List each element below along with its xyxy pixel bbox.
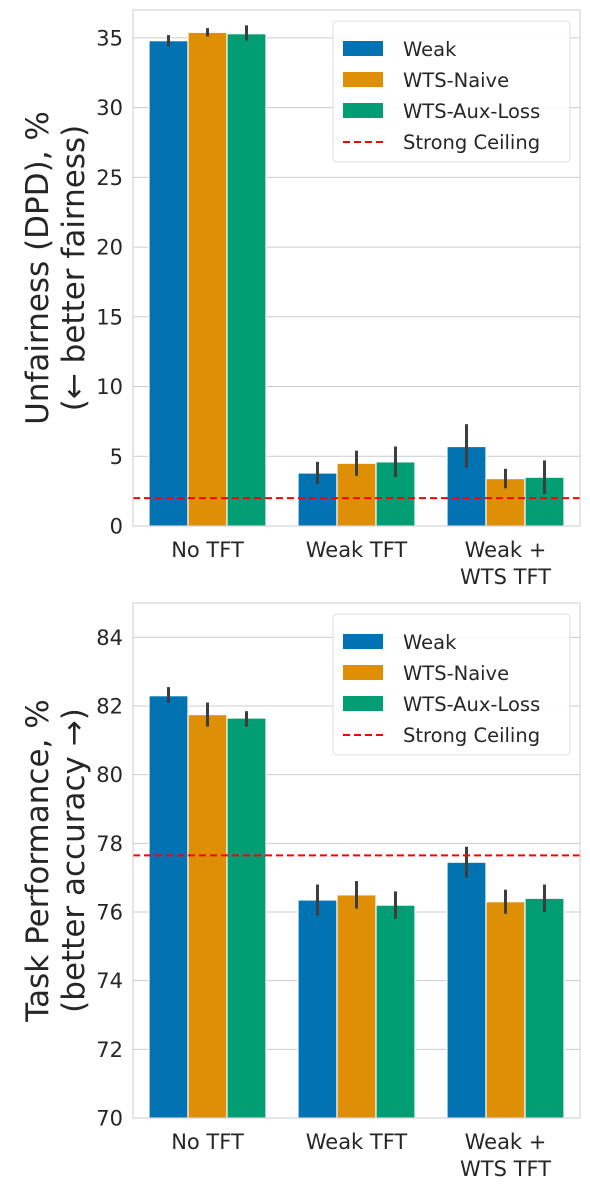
y-tick-label: 76 (96, 901, 123, 925)
bar (485, 901, 526, 1119)
x-tick-label: WTS TFT (460, 1157, 551, 1181)
legend-swatch (343, 665, 383, 680)
bar (446, 861, 487, 1119)
legend: Weak WTS-Naive WTS-Aux-Loss Strong Ceiling (332, 20, 571, 163)
bar (336, 894, 377, 1119)
legend-label: Strong Ceiling (403, 724, 540, 747)
legend-label: Strong Ceiling (403, 131, 540, 154)
legend-box (332, 20, 571, 163)
chart-panel-2: 70 72 74 76 78 80 82 84 No TFT Weak TFT Weak + WTS … (20, 602, 581, 1181)
plot-frame (132, 602, 581, 1119)
legend-label: Weak (403, 38, 457, 61)
chart-panel-1: 0 5 10 15 20 25 30 35 No TFT Weak TFT Weak + WTS TF… (20, 9, 581, 589)
plot-frame (132, 9, 581, 527)
legend-label: WTS-Naive (403, 662, 509, 685)
y-tick-label: 84 (96, 626, 123, 650)
y-tick-label: 35 (96, 26, 123, 50)
y-tick-label: 25 (96, 166, 123, 190)
x-tick-label: Weak TFT (306, 1130, 408, 1154)
bar (375, 904, 416, 1119)
y-tick-label: 15 (96, 305, 123, 329)
legend-label: Weak (403, 631, 457, 654)
bar (148, 40, 189, 527)
legend-label: WTS-Aux-Loss (403, 693, 540, 716)
y-tick-label: 30 (96, 96, 123, 120)
bar (226, 717, 267, 1119)
y-axis-label: (better accuracy →) (56, 708, 92, 1013)
y-tick-label: 82 (96, 695, 123, 719)
bar (148, 695, 189, 1119)
x-tick-label: WTS TFT (460, 565, 551, 589)
legend-swatch (343, 696, 383, 711)
x-tick-label: No TFT (171, 538, 244, 562)
y-tick-label: 5 (110, 445, 123, 469)
bar (297, 899, 338, 1119)
y-tick-label: 72 (96, 1038, 123, 1062)
x-tick-label: Weak + (465, 1130, 547, 1154)
bar (187, 31, 228, 527)
y-tick-label: 80 (96, 763, 123, 787)
bar (524, 897, 565, 1119)
y-axis-label: Task Performance, % (20, 699, 56, 1022)
legend-label: WTS-Naive (403, 69, 509, 92)
legend-swatch (343, 41, 383, 56)
legend-box (332, 613, 571, 756)
y-axis-label: Unfairness (DPD), % (20, 111, 56, 425)
x-tick-label: Weak + (465, 538, 547, 562)
legend-swatch (343, 103, 383, 118)
x-tick-label: Weak TFT (306, 538, 408, 562)
legend-label: WTS-Aux-Loss (403, 100, 540, 123)
y-tick-label: 78 (96, 832, 123, 856)
bar (187, 713, 228, 1119)
legend-swatch (343, 634, 383, 649)
legend: Weak WTS-Naive WTS-Aux-Loss Strong Ceiling (332, 613, 571, 756)
y-tick-label: 0 (110, 515, 123, 539)
x-tick-label: No TFT (171, 1130, 244, 1154)
y-tick-label: 20 (96, 236, 123, 260)
bar (226, 33, 267, 527)
legend-swatch (343, 72, 383, 87)
y-axis-label: (← better fairness) (56, 125, 92, 412)
y-tick-label: 10 (96, 375, 123, 399)
y-tick-label: 70 (96, 1107, 123, 1131)
y-tick-label: 74 (96, 969, 123, 993)
